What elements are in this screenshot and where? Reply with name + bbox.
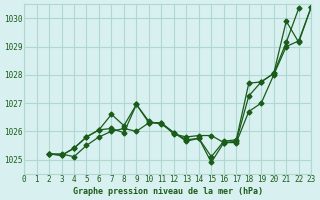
X-axis label: Graphe pression niveau de la mer (hPa): Graphe pression niveau de la mer (hPa) [73, 187, 263, 196]
